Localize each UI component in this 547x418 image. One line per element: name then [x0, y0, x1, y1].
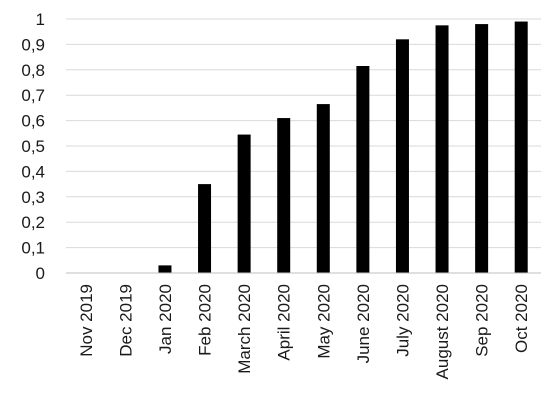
bar: [436, 25, 449, 273]
bar: [238, 135, 251, 273]
bar: [475, 24, 488, 273]
x-tick-label: Sep 2020: [473, 284, 492, 357]
x-tick-label: June 2020: [354, 284, 373, 363]
y-axis-tick-labels: 0 0,1 0,2 0,3 0,4 0,5 0,6 0,7 0,8 0,9 1: [21, 10, 45, 283]
bar: [158, 265, 171, 273]
y-tick-label: 0,9: [21, 35, 45, 54]
y-tick-label: 0,2: [21, 213, 45, 232]
bars: [158, 22, 527, 273]
x-tick-label: Feb 2020: [196, 284, 215, 356]
y-tick-label: 0,1: [21, 239, 45, 258]
bar: [515, 22, 528, 273]
y-tick-label: 0: [36, 264, 45, 283]
y-tick-label: 0,8: [21, 61, 45, 80]
y-tick-label: 0,6: [21, 112, 45, 131]
y-tick-label: 0,3: [21, 188, 45, 207]
x-tick-label: May 2020: [314, 284, 333, 359]
y-tick-label: 0,7: [21, 86, 45, 105]
x-tick-label: Jan 2020: [156, 284, 175, 354]
x-tick-label: March 2020: [235, 284, 254, 374]
y-tick-label: 0,5: [21, 137, 45, 156]
x-tick-label: Nov 2019: [77, 284, 96, 357]
bar: [317, 104, 330, 273]
bar: [396, 39, 409, 273]
bar: [356, 66, 369, 273]
x-axis-tick-labels: Nov 2019 Dec 2019 Jan 2020 Feb 2020 March 20…: [77, 284, 531, 379]
x-tick-label: August 2020: [433, 284, 452, 379]
x-tick-label: April 2020: [275, 284, 294, 361]
x-tick-label: Dec 2019: [116, 284, 135, 357]
x-tick-label: July 2020: [393, 284, 412, 357]
y-tick-label: 1: [36, 10, 45, 29]
x-tick-label: Oct 2020: [512, 284, 531, 353]
bar: [198, 184, 211, 273]
y-tick-label: 0,4: [21, 162, 45, 181]
bar: [277, 118, 290, 273]
gridlines: [66, 19, 541, 248]
